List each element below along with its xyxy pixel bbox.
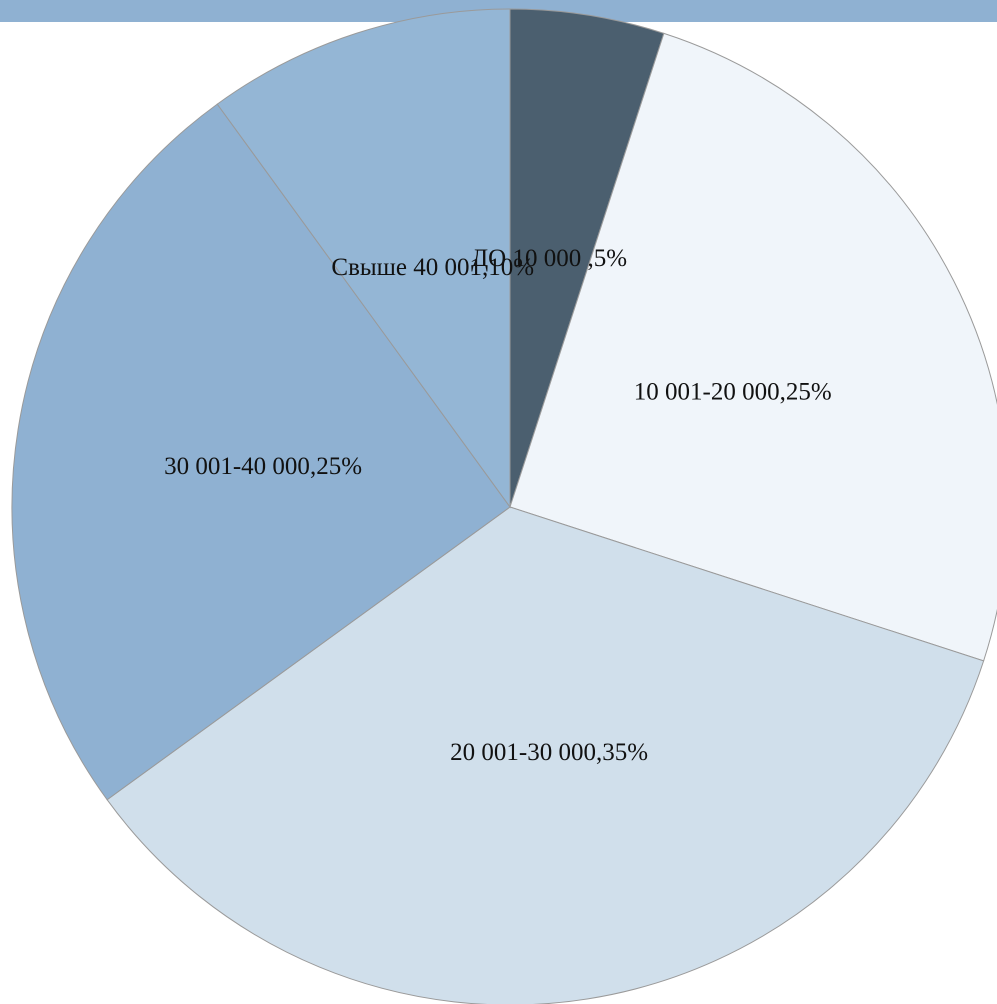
category-label: 10 001-20 000 [634, 378, 780, 405]
category-label: ДО 10 000 [471, 245, 581, 272]
pie-slice [106, 506, 985, 1004]
pie-slice [216, 8, 511, 509]
slice-label: Свыше 40 001,10% [331, 254, 534, 281]
value-label: ,25% [310, 453, 362, 480]
category-label: Свыше 40 001 [331, 254, 482, 281]
slice-label: 20 001-30 000,35% [450, 739, 648, 766]
slice-label: ДО 10 000 ,5% [471, 245, 627, 272]
pie-slice [509, 8, 665, 508]
value-label: ,35% [596, 739, 648, 766]
pie-slice [11, 103, 511, 801]
value-label: ,5% [581, 245, 627, 272]
pie-slice [509, 32, 997, 662]
slice-label: 10 001-20 000,25% [634, 378, 832, 405]
category-label: 20 001-30 000 [450, 739, 596, 766]
value-label: ,25% [780, 378, 832, 405]
category-label: 30 001-40 000 [164, 453, 310, 480]
value-label: ,10% [482, 254, 534, 281]
slice-label: 30 001-40 000,25% [164, 453, 362, 480]
